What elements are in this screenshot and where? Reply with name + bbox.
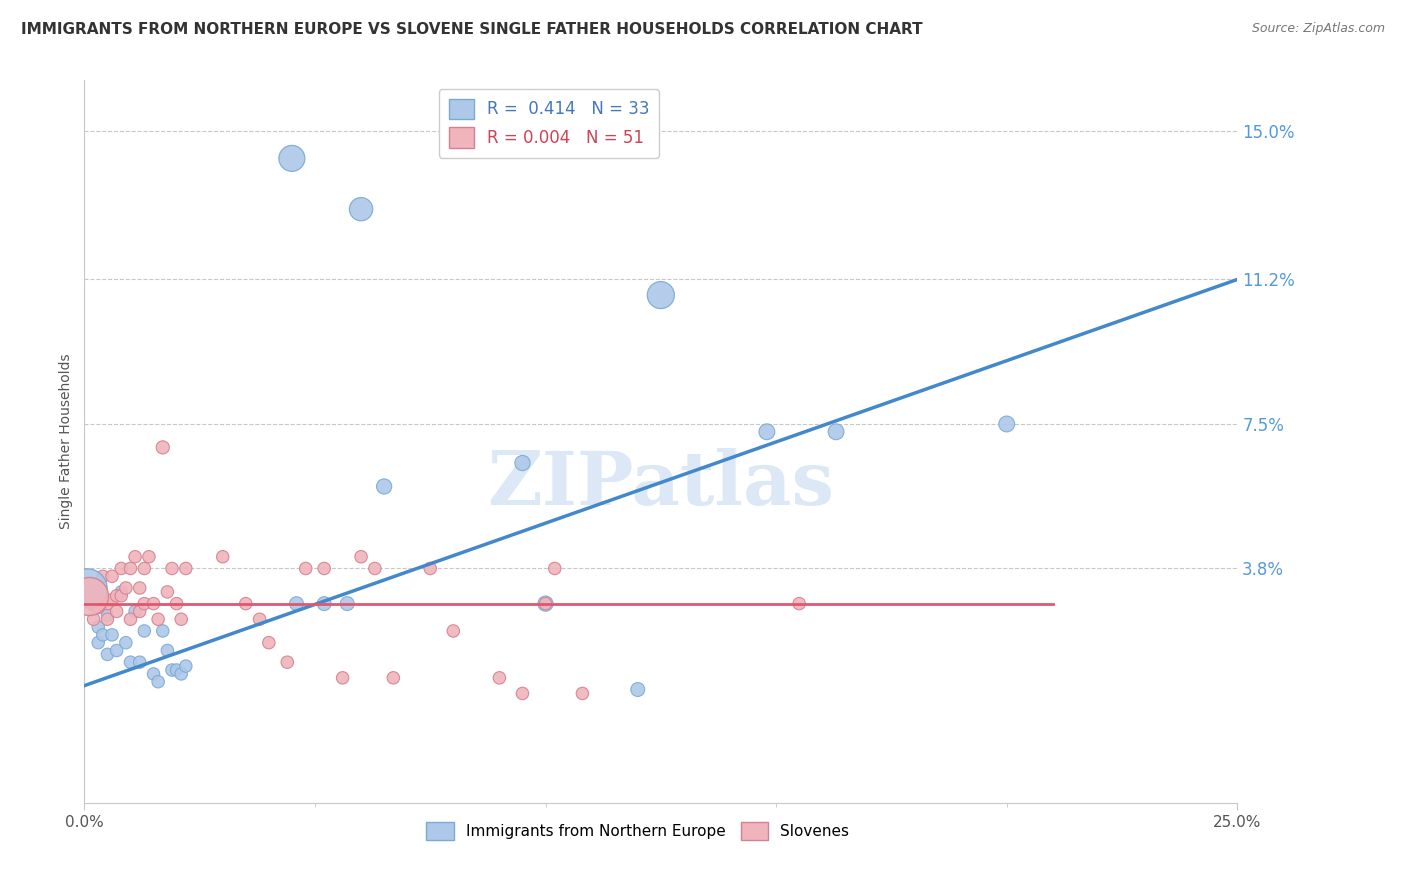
Point [350, 549, 373, 564]
Point [87, 600, 110, 615]
Point [211, 549, 233, 564]
Point [488, 671, 510, 685]
Point [441, 624, 464, 638]
Text: Source: ZipAtlas.com: Source: ZipAtlas.com [1251, 22, 1385, 36]
Point [96, 612, 118, 626]
Point [110, 561, 132, 575]
Point [138, 549, 160, 564]
Point [134, 597, 156, 611]
Point [755, 425, 778, 439]
Point [146, 674, 169, 689]
Point [105, 604, 128, 618]
Point [512, 686, 534, 700]
Point [544, 561, 567, 575]
Point [257, 635, 280, 649]
Point [76, 581, 98, 595]
Point [281, 152, 304, 166]
Point [120, 561, 142, 575]
Point [142, 667, 165, 681]
Point [77, 585, 100, 599]
Point [373, 479, 395, 493]
Y-axis label: Single Father Households: Single Father Households [59, 354, 73, 529]
Point [294, 561, 316, 575]
Point [166, 663, 188, 677]
Point [87, 585, 110, 599]
Point [350, 202, 373, 216]
Point [235, 597, 257, 611]
Point [534, 597, 557, 611]
Point [134, 561, 156, 575]
Point [142, 597, 165, 611]
Point [87, 635, 110, 649]
Point [332, 671, 354, 685]
Point [825, 425, 848, 439]
Point [91, 569, 114, 583]
Point [83, 597, 105, 611]
Point [91, 628, 114, 642]
Point [101, 628, 124, 642]
Point [105, 589, 128, 603]
Point [120, 612, 142, 626]
Point [166, 597, 188, 611]
Point [512, 456, 534, 470]
Point [115, 581, 138, 595]
Point [110, 585, 132, 599]
Point [128, 581, 150, 595]
Point [336, 597, 359, 611]
Point [96, 648, 118, 662]
Point [146, 612, 169, 626]
Point [152, 624, 174, 638]
Point [276, 655, 298, 669]
Point [124, 604, 146, 618]
Point [650, 288, 672, 302]
Point [170, 667, 193, 681]
Point [285, 597, 308, 611]
Point [96, 597, 118, 611]
Point [314, 597, 336, 611]
Point [101, 569, 124, 583]
Point [571, 686, 593, 700]
Text: ZIPatlas: ZIPatlas [488, 449, 834, 522]
Point [128, 655, 150, 669]
Point [96, 608, 118, 623]
Point [170, 612, 193, 626]
Point [128, 604, 150, 618]
Point [249, 612, 271, 626]
Point [174, 659, 197, 673]
Point [314, 561, 336, 575]
Point [156, 585, 179, 599]
Point [160, 561, 183, 575]
Point [627, 682, 650, 697]
Point [110, 589, 132, 603]
Point [101, 592, 124, 607]
Point [995, 417, 1018, 431]
Point [87, 620, 110, 634]
Point [120, 655, 142, 669]
Point [419, 561, 441, 575]
Point [382, 671, 405, 685]
Point [156, 643, 179, 657]
Point [534, 597, 557, 611]
Point [91, 597, 114, 611]
Point [152, 441, 174, 455]
Point [124, 549, 146, 564]
Point [105, 643, 128, 657]
Point [83, 597, 105, 611]
Point [787, 597, 810, 611]
Point [83, 612, 105, 626]
Point [174, 561, 197, 575]
Text: IMMIGRANTS FROM NORTHERN EUROPE VS SLOVENE SINGLE FATHER HOUSEHOLDS CORRELATION : IMMIGRANTS FROM NORTHERN EUROPE VS SLOVE… [21, 22, 922, 37]
Point [77, 589, 100, 603]
Point [115, 635, 138, 649]
Point [364, 561, 387, 575]
Point [160, 663, 183, 677]
Point [134, 624, 156, 638]
Legend: Immigrants from Northern Europe, Slovenes: Immigrants from Northern Europe, Slovene… [420, 816, 856, 846]
